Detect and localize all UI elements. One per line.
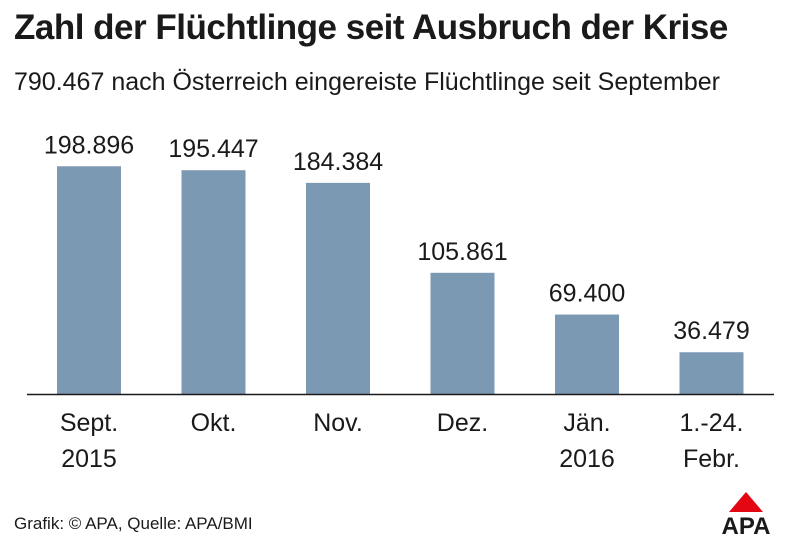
category-label-5-0: 1.-24. — [680, 409, 744, 437]
source-credit: Grafik: © APA, Quelle: APA/BMI — [14, 514, 253, 533]
value-label-2: 184.384 — [293, 148, 383, 176]
category-label-0-0: Sept. — [60, 409, 118, 437]
bar-chart: 198.896 Sept. 2015 195.447 Okt. 184.384 Nov. 10… — [27, 131, 774, 473]
bar-3 — [430, 272, 495, 394]
bar-4 — [555, 314, 619, 394]
bar-0 — [57, 166, 121, 394]
value-label-1: 195.447 — [168, 135, 258, 163]
category-label-4-1: 2016 — [559, 445, 615, 473]
category-label-5-1: Febr. — [683, 445, 740, 473]
value-label-3: 105.861 — [417, 238, 507, 266]
category-label-3-0: Dez. — [437, 409, 488, 437]
bar-1 — [181, 170, 246, 394]
category-label-4-0: Jän. — [563, 409, 610, 437]
bar-5 — [679, 352, 744, 394]
chart-title: Zahl der Flüchtlinge seit Ausbruch der K… — [14, 8, 728, 47]
bar-2 — [306, 182, 370, 394]
chart-subtitle: 790.467 nach Österreich eingereiste Flüc… — [14, 68, 720, 96]
category-label-2-0: Nov. — [313, 409, 363, 437]
value-label-5: 36.479 — [673, 317, 749, 345]
apa-logo: APA — [722, 492, 771, 536]
value-label-0: 198.896 — [44, 131, 134, 159]
value-label-4: 69.400 — [549, 280, 625, 308]
category-label-0-1: 2015 — [61, 445, 117, 473]
apa-logo-triangle — [729, 492, 763, 512]
category-label-1-0: Okt. — [191, 409, 237, 437]
apa-logo-text: APA — [722, 513, 771, 536]
